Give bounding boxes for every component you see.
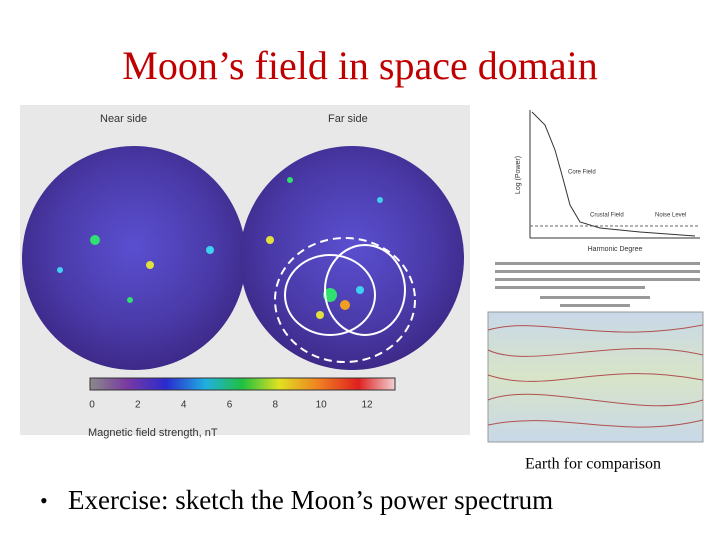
colorbar-tick-label: 8 [273,400,279,411]
bullet-marker: • [40,488,48,513]
near-side-map [22,146,246,370]
earth-map [487,311,704,443]
colorbar-tick-label: 6 [227,400,233,411]
colorbar-label: Magnetic field strength, nT [88,427,218,439]
colorbar-tick-label: 12 [361,400,373,411]
colorbar [89,377,396,391]
colorbar-tick-label: 4 [181,400,187,411]
earth-contours [487,324,704,428]
spectrum-y-label: Log (Power) [515,156,522,194]
colorbar-tick-label: 10 [316,400,328,411]
core-label: Core Field [568,170,596,176]
near-side-label: Near side [100,113,147,125]
caption-text-block [495,262,700,307]
slide-title: Moon’s field in space domain [122,43,597,88]
bullet-text: Exercise: sketch the Moon’s power spectr… [68,485,553,515]
colorbar-tick-label: 0 [89,400,95,411]
spectrum-x-label: Harmonic Degree [588,246,643,253]
far-side-map [240,146,464,370]
anomaly-spots [57,177,383,319]
crust-label: Crustal Field [590,213,624,219]
basin-outlines [274,237,416,363]
earth-caption: Earth for comparison [525,456,661,473]
far-side-label: Far side [328,113,368,125]
colorbar-tick-label: 2 [135,400,141,411]
spectrum-plot: Log (Power) Harmonic Degree Core Field C… [515,110,700,253]
noise-label: Noise Level [655,213,686,219]
